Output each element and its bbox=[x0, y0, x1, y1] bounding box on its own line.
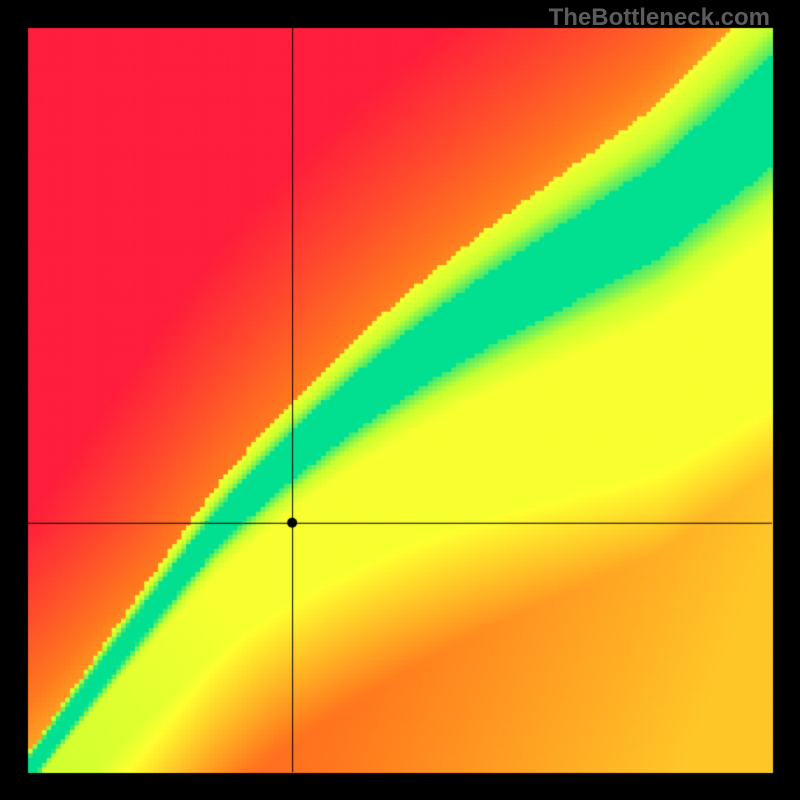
bottleneck-heatmap bbox=[0, 0, 800, 800]
watermark-text: TheBottleneck.com bbox=[549, 4, 770, 32]
